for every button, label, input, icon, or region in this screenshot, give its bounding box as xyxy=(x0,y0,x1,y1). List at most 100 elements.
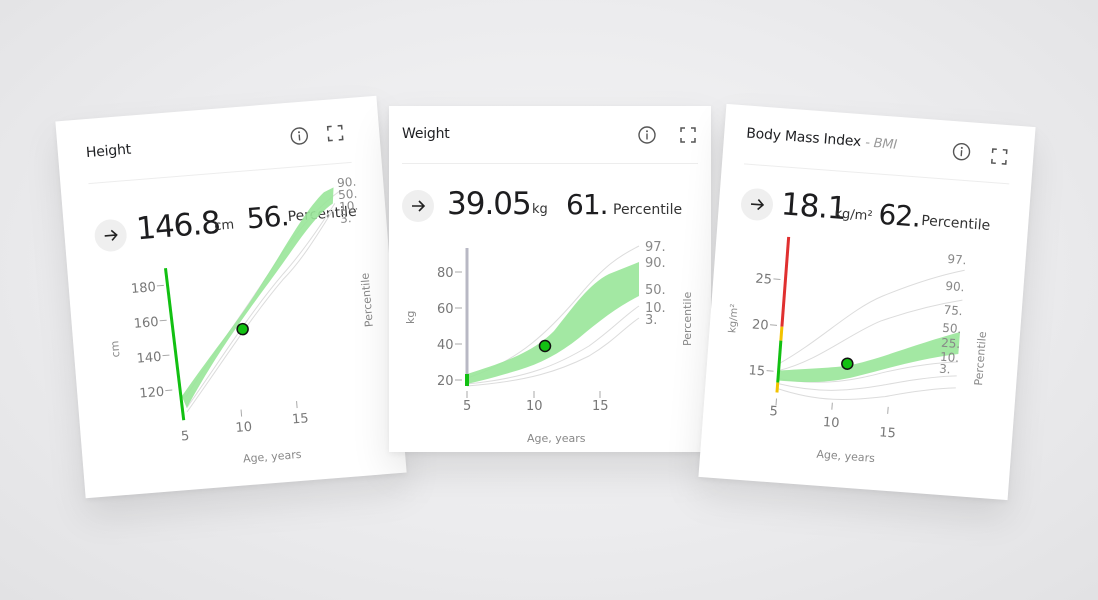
svg-text:90.: 90. xyxy=(337,175,357,190)
svg-text:50.: 50. xyxy=(942,321,962,336)
svg-text:97.: 97. xyxy=(645,240,666,255)
svg-text:50.: 50. xyxy=(338,187,358,202)
svg-text:10.: 10. xyxy=(645,301,666,316)
measurement-marker xyxy=(841,357,854,370)
height-chart: 180 160 140 120 cm 5 10 15 Age, years 90… xyxy=(108,175,376,466)
bmi-range-green xyxy=(776,340,783,383)
y-tick-label: 40 xyxy=(437,338,454,353)
curve-labels: 97. 90. 50. 10. 3. xyxy=(645,240,666,328)
x-axis-label: Age, years xyxy=(243,448,303,466)
expand-icon[interactable] xyxy=(678,125,698,145)
y-axis-label: cm xyxy=(108,340,122,358)
curve-labels: 90. 50. 10. 3. xyxy=(337,175,359,226)
percentile-curve-10 xyxy=(466,305,640,385)
x-tick-label: 15 xyxy=(592,399,609,414)
x-tick-label: 15 xyxy=(291,411,309,427)
height-card: Height 146.8 cm 56. Percentile 180 160 1… xyxy=(55,95,407,499)
svg-text:10.: 10. xyxy=(339,199,359,214)
x-tick-label: 10 xyxy=(235,420,253,436)
bmi-range-red xyxy=(780,236,791,327)
y-tick-label: 20 xyxy=(751,317,769,333)
right-axis-label: Percentile xyxy=(359,272,376,327)
svg-text:10.: 10. xyxy=(940,350,960,365)
svg-text:3.: 3. xyxy=(939,362,951,377)
x-tick-label: 10 xyxy=(526,399,543,414)
percentile-curve-97 xyxy=(778,269,965,365)
arrow-right-button[interactable] xyxy=(402,190,434,222)
divider xyxy=(402,163,698,164)
bmi-range-yellow xyxy=(779,326,784,341)
x-axis: 5 10 15 Age, years xyxy=(463,391,609,445)
height-range-bar xyxy=(163,267,186,421)
info-icon[interactable] xyxy=(289,125,311,147)
percentile-curve-10 xyxy=(777,375,957,391)
y-tick-label: 160 xyxy=(133,315,159,332)
percentile-curve-97 xyxy=(466,245,640,379)
bmi-card: Body Mass Index - BMI 18.1 kg/m² 62. Per… xyxy=(698,103,1036,501)
y-tick-label: 140 xyxy=(136,350,162,367)
percentile-curve-3 xyxy=(186,209,334,413)
svg-text:50.: 50. xyxy=(645,283,666,298)
percentile-curve-10 xyxy=(186,203,336,409)
y-tick-label: 20 xyxy=(437,374,454,389)
percentile-band xyxy=(181,187,334,408)
right-axis-label: Percentile xyxy=(972,331,989,386)
percentile-band xyxy=(777,332,961,383)
x-axis: 5 10 15 Age, years xyxy=(180,401,309,466)
y-axis: 80 60 40 20 kg xyxy=(404,266,462,389)
weight-chart: 80 60 40 20 kg 5 10 15 Age, years 97. 90… xyxy=(404,240,694,445)
x-tick-label: 5 xyxy=(769,404,778,420)
y-tick-label: 120 xyxy=(139,385,165,402)
arrow-right-button[interactable] xyxy=(739,187,775,222)
right-axis-label: Percentile xyxy=(681,291,694,346)
x-tick-label: 10 xyxy=(822,415,840,431)
svg-text:90.: 90. xyxy=(945,279,965,294)
y-axis: 180 160 140 120 cm xyxy=(108,280,173,402)
bmi-chart: 25 20 15 kg/m² 5 10 15 Age, years 97. 90… xyxy=(727,236,989,465)
arrow-right-button[interactable] xyxy=(93,218,128,253)
percentile-curve-50 xyxy=(185,190,341,398)
y-axis-label: kg/m² xyxy=(727,303,740,333)
measurement-marker xyxy=(236,322,249,336)
y-tick-label: 180 xyxy=(130,280,156,297)
arrow-right-icon xyxy=(750,199,765,211)
x-axis-label: Age, years xyxy=(816,448,876,465)
y-tick-label: 80 xyxy=(437,266,454,281)
percentile-band xyxy=(467,262,639,384)
arrow-right-icon xyxy=(412,200,426,212)
curve-labels: 97. 90. 75. 50. 25. 10. 3. xyxy=(939,252,967,377)
expand-icon[interactable] xyxy=(989,146,1010,167)
svg-text:97.: 97. xyxy=(947,252,967,267)
weight-card: Weight 39.05 kg 61. Percentile 80 60 40 … xyxy=(389,106,711,452)
svg-text:25.: 25. xyxy=(941,336,961,351)
y-tick-label: 25 xyxy=(755,272,773,288)
expand-icon[interactable] xyxy=(324,122,346,144)
percentile-curve-3 xyxy=(466,317,640,387)
percentile-curve-25 xyxy=(777,361,958,383)
card-title: Weight xyxy=(402,126,450,142)
percentile-curve-90 xyxy=(778,299,963,372)
svg-text:3.: 3. xyxy=(340,211,353,226)
y-axis: 25 20 15 kg/m² xyxy=(727,272,781,380)
weight-unit: kg xyxy=(532,202,548,217)
info-icon[interactable] xyxy=(951,141,972,162)
percentile-curve-3 xyxy=(777,387,956,400)
percentile-label: Percentile xyxy=(613,202,683,218)
weight-value: 39.05 xyxy=(447,186,532,222)
svg-text:90.: 90. xyxy=(645,256,666,271)
y-tick-label: 60 xyxy=(437,302,454,317)
svg-text:3.: 3. xyxy=(645,313,657,328)
bmi-range-yellow-low xyxy=(775,382,780,393)
svg-text:75.: 75. xyxy=(943,303,963,318)
y-tick-label: 15 xyxy=(748,363,766,379)
x-tick-label: 5 xyxy=(180,429,189,445)
y-axis-label: kg xyxy=(404,311,417,324)
percentile-value: 61. xyxy=(566,188,609,221)
info-icon[interactable] xyxy=(637,125,657,145)
arrow-right-icon xyxy=(104,229,118,241)
x-axis-label: Age, years xyxy=(527,432,586,445)
measurement-marker xyxy=(538,339,552,353)
x-axis: 5 10 15 Age, years xyxy=(769,398,897,465)
x-tick-label: 5 xyxy=(463,399,471,414)
x-tick-label: 15 xyxy=(879,425,897,441)
